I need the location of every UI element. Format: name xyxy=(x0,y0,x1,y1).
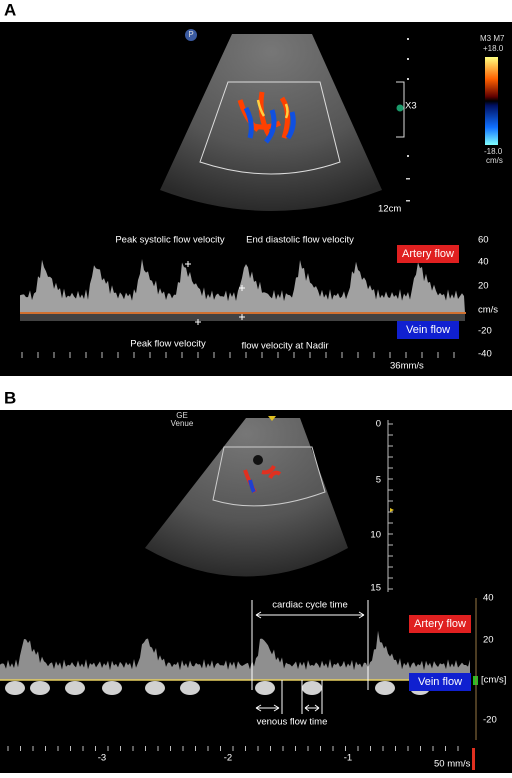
scale-label: -20 xyxy=(478,326,492,337)
color-box xyxy=(199,81,341,175)
depth-label: 15 xyxy=(370,583,381,594)
brand: GE xyxy=(176,411,188,420)
annotation: End diastolic flow velocity xyxy=(246,235,354,246)
color-map-max: +18.0 xyxy=(483,44,504,53)
doppler-spectrum xyxy=(0,630,470,695)
scale-label: 40 xyxy=(483,593,494,604)
color-map-min: -18.0 xyxy=(484,147,503,156)
velocity-scale: 60 40 20 cm/s -20 -40 xyxy=(478,235,498,360)
scale-label: -20 xyxy=(483,715,497,726)
scale-label: cm/s xyxy=(478,305,498,316)
vein-legend xyxy=(409,673,471,691)
scale-label: [cm/s] xyxy=(481,675,506,686)
depth-ticks xyxy=(388,423,393,590)
panel-label: B xyxy=(4,388,16,407)
color-flow xyxy=(243,455,282,494)
color-flow xyxy=(237,91,296,144)
depth-label: 0 xyxy=(376,419,381,430)
scale-label: -40 xyxy=(478,349,492,360)
time-ticks xyxy=(21,352,455,358)
focus-marker xyxy=(390,508,394,512)
marker-crosses xyxy=(185,261,245,325)
time-label: -2 xyxy=(224,753,232,764)
depth-label: 12cm xyxy=(378,204,401,215)
scale-label: 20 xyxy=(478,281,489,292)
color-map-mode: M3 M7 xyxy=(480,34,505,43)
sweep-speed: 36mm/s xyxy=(390,361,424,372)
venous-signal xyxy=(302,681,322,695)
venous-signal xyxy=(65,681,85,695)
focus-marker xyxy=(396,104,404,112)
annotation: Peak systolic flow velocity xyxy=(115,235,225,246)
orientation-marker xyxy=(268,416,276,421)
artery-legend xyxy=(397,245,459,263)
b-mode-sector xyxy=(145,418,348,577)
color-box xyxy=(212,446,326,507)
time-ticks xyxy=(7,746,459,751)
time-label: -3 xyxy=(98,753,106,764)
venous-signal xyxy=(30,681,50,695)
artery-legend xyxy=(409,615,471,633)
zoom-bracket xyxy=(396,81,405,138)
artery-legend-text: Artery flow xyxy=(414,618,466,630)
time-markers xyxy=(251,600,369,714)
depth-scale xyxy=(406,38,410,202)
annotation: flow velocity at Nadir xyxy=(241,341,328,352)
sweep-speed: 50 mm/s xyxy=(434,759,471,770)
vein-legend-text: Vein flow xyxy=(406,324,450,336)
venous-signal xyxy=(375,681,395,695)
annotation: cardiac cycle time xyxy=(272,600,348,611)
venous-signal xyxy=(5,681,25,695)
color-map-unit: cm/s xyxy=(486,156,503,165)
probe-icon xyxy=(185,29,197,41)
vein-legend xyxy=(397,321,459,339)
time-cursor xyxy=(472,748,475,770)
probe-icon-text: P xyxy=(188,30,193,39)
annotation: venous flow time xyxy=(257,717,328,728)
artery-legend-text: Artery flow xyxy=(402,248,454,260)
depth-label: 5 xyxy=(376,475,381,486)
scale-label: 60 xyxy=(478,235,489,246)
annotation: Peak flow velocity xyxy=(130,339,206,350)
scale-label: 40 xyxy=(478,257,489,268)
depth-label: 10 xyxy=(370,530,381,541)
venous-signal xyxy=(255,681,275,695)
vein-legend-text: Vein flow xyxy=(418,676,462,688)
model: Venue xyxy=(171,419,194,428)
zoom-label: X3 xyxy=(405,101,417,112)
venous-signal xyxy=(102,681,122,695)
scale-label: 20 xyxy=(483,635,494,646)
venous-signal xyxy=(180,681,200,695)
time-label: -1 xyxy=(344,753,352,764)
spectrum-area xyxy=(0,630,470,680)
venous-signal xyxy=(145,681,165,695)
color-bar xyxy=(485,57,498,145)
panel-label: A xyxy=(4,0,16,19)
